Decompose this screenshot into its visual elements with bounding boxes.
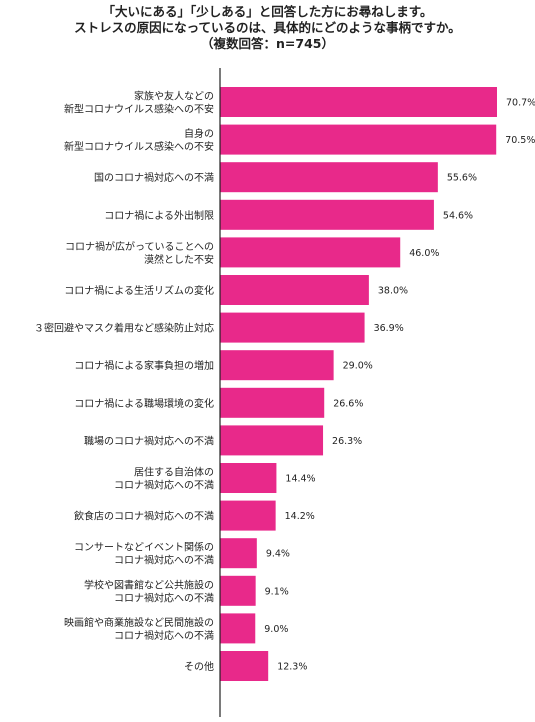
data-label: 70.7% xyxy=(506,98,535,109)
category-label: 居住する自治体の xyxy=(134,466,214,479)
bar xyxy=(220,613,256,644)
category-label: コロナ禍による家事負担の増加 xyxy=(74,359,214,372)
bar xyxy=(220,463,277,493)
bar xyxy=(220,575,256,606)
category-label: 飲食店のコロナ禍対応への不満 xyxy=(74,510,214,523)
category-label: コロナ禍対応への不満 xyxy=(114,591,214,604)
data-label: 38.0% xyxy=(378,286,408,297)
category-label: ３密回避やマスク着用など感染防止対応 xyxy=(34,322,214,335)
category-label: 職場のコロナ禍対応への不満 xyxy=(84,434,214,447)
category-label: コロナ禍対応への不満 xyxy=(114,554,214,567)
category-label: コロナ禍による職場環境の変化 xyxy=(74,397,214,410)
chart-title: 「大いにある」「少しある」と回答した方にお尋ねします。 ストレスの原因になってい… xyxy=(0,4,535,52)
title-line: ストレスの原因になっているのは、具体的にどのような事柄ですか。 xyxy=(74,20,461,35)
bar xyxy=(220,312,365,343)
bar xyxy=(220,124,497,155)
bar xyxy=(220,237,401,268)
category-label: 新型コロナウイルス感染への不安 xyxy=(64,140,214,153)
bar xyxy=(220,199,434,230)
data-label: 26.3% xyxy=(332,436,362,447)
bar xyxy=(220,425,324,456)
category-label: 家族や友人などの xyxy=(134,90,214,103)
category-label: コロナ禍による生活リズムの変化 xyxy=(64,284,214,297)
category-label: 映画館や商業施設など民間施設の xyxy=(64,616,214,629)
category-label: コロナ禍対応への不満 xyxy=(114,629,214,642)
bar xyxy=(220,500,276,531)
data-label: 12.3% xyxy=(277,662,307,673)
bar xyxy=(220,275,369,305)
data-label: 14.2% xyxy=(285,511,315,522)
category-label: その他 xyxy=(184,660,214,673)
bar xyxy=(220,162,438,193)
category-label: 自身の xyxy=(184,127,214,140)
category-label: コロナ禍対応への不満 xyxy=(114,479,214,492)
bar xyxy=(220,387,325,418)
category-label: 新型コロナウイルス感染への不安 xyxy=(64,103,214,116)
data-label: 55.6% xyxy=(447,173,477,184)
category-label: 学校や図書館など公共施設の xyxy=(84,578,214,591)
bar xyxy=(220,651,269,681)
bar xyxy=(220,350,334,381)
bar xyxy=(220,538,257,569)
bar xyxy=(220,87,497,117)
category-label: コロナ禍による外出制限 xyxy=(104,209,214,222)
data-label: 54.6% xyxy=(443,210,473,221)
category-label: 国のコロナ禍対応への不満 xyxy=(94,171,214,184)
data-label: 9.4% xyxy=(266,549,290,560)
data-label: 9.0% xyxy=(264,624,288,635)
data-label: 36.9% xyxy=(374,323,404,334)
data-label: 26.6% xyxy=(333,398,363,409)
data-label: 46.0% xyxy=(409,248,439,259)
title-line: 「大いにある」「少しある」と回答した方にお尋ねします。 xyxy=(102,4,433,19)
category-label: 漠然とした不安 xyxy=(144,253,214,266)
category-label: コロナ禍が広がっていることへの xyxy=(65,240,214,253)
data-label: 29.0% xyxy=(343,361,373,372)
data-label: 14.4% xyxy=(285,474,315,485)
data-label: 70.5% xyxy=(505,135,535,146)
data-label: 9.1% xyxy=(265,586,289,597)
category-label: コンサートなどイベント関係の xyxy=(74,542,214,554)
title-line: （複数回答：n=745） xyxy=(201,36,334,51)
